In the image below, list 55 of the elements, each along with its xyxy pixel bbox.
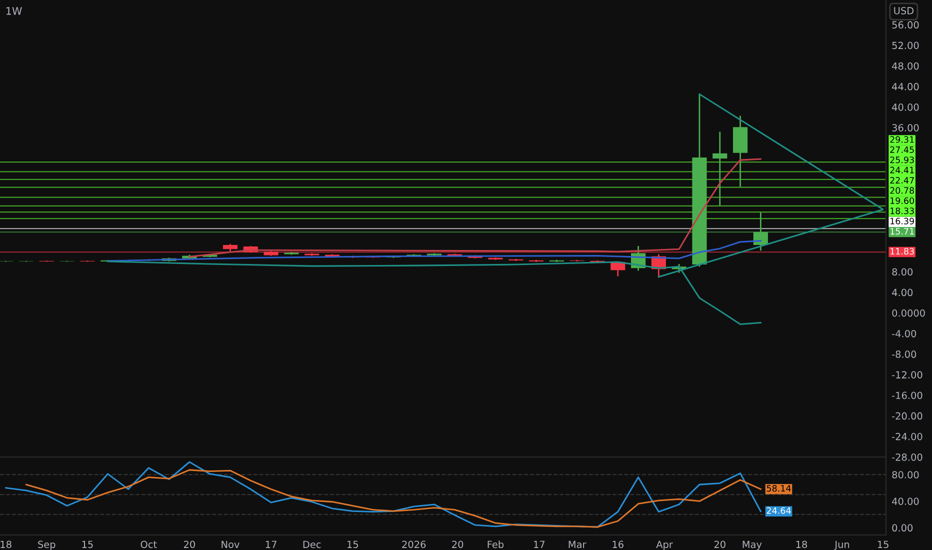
data-label: 58.14 bbox=[766, 485, 791, 492]
x-tick-label: Feb bbox=[488, 540, 504, 548]
x-tick-label: 17 bbox=[266, 540, 276, 548]
x-tick-label: Nov bbox=[222, 540, 240, 548]
y-tick-label: 40.00 bbox=[892, 104, 919, 111]
y-tick-label: -28.00 bbox=[892, 453, 922, 461]
x-tick-label: Oct bbox=[140, 540, 157, 548]
x-tick-label: 17 bbox=[534, 540, 545, 548]
y-tick-label: 40.00 bbox=[892, 498, 919, 505]
x-tick-label: Sep bbox=[38, 540, 56, 550]
x-tick-label: 20 bbox=[452, 540, 464, 548]
x-tick-label: Apr bbox=[656, 540, 673, 550]
y-tick-label: 56.00 bbox=[892, 21, 919, 29]
x-tick-label: Dec bbox=[303, 540, 321, 548]
y-tick-label: -12.00 bbox=[892, 371, 922, 378]
y-tick-label: 80.00 bbox=[892, 471, 919, 478]
x-tick-label: 20 bbox=[714, 540, 726, 548]
ref-line-label: 16.39 bbox=[890, 218, 914, 224]
ref-line-label: 15.71 bbox=[890, 228, 914, 235]
ref-line-label: 29.31 bbox=[890, 136, 914, 143]
x-tick-label: May bbox=[742, 540, 762, 550]
x-tick-label: 18 bbox=[0, 540, 12, 548]
y-tick-label: -20.00 bbox=[892, 412, 922, 420]
x-tick-label: Mar bbox=[568, 540, 586, 548]
y-tick-label: 0.0000 bbox=[892, 309, 925, 317]
y-tick-label: 4.00 bbox=[892, 288, 913, 296]
y-tick-label: -4.00 bbox=[892, 330, 916, 338]
text: USD bbox=[894, 7, 914, 14]
y-tick-label: 36.00 bbox=[892, 124, 919, 132]
y-tick-label: 8.00 bbox=[892, 268, 913, 276]
y-tick-label: 44.00 bbox=[892, 82, 919, 90]
text: 1W bbox=[6, 7, 22, 15]
x-tick-label: 15 bbox=[878, 540, 888, 548]
legend-label: 22.47 bbox=[890, 176, 914, 184]
x-tick-label: 15 bbox=[82, 540, 93, 548]
y-tick-label: -24.00 bbox=[892, 432, 922, 440]
y-tick-label: 48.00 bbox=[892, 62, 919, 70]
y-tick-label: 0.00 bbox=[892, 524, 913, 532]
y-tick-label: -8.00 bbox=[892, 350, 916, 358]
legend-label: 25.93 bbox=[890, 156, 914, 164]
y-tick-label: 52.00 bbox=[892, 42, 919, 50]
y-tick-label: -16.00 bbox=[892, 392, 922, 400]
x-tick-label: Jun bbox=[834, 540, 850, 550]
x-tick-label: 15 bbox=[348, 540, 358, 548]
legend-label: 18.33 bbox=[890, 208, 914, 214]
x-tick-label: 2026 bbox=[402, 540, 426, 548]
legend-label: 24.41 bbox=[890, 166, 914, 174]
x-tick-label: 16 bbox=[612, 540, 624, 548]
data-label: 24.64 bbox=[766, 507, 791, 514]
x-tick-label: 18 bbox=[796, 540, 807, 548]
legend-label: 20.78 bbox=[890, 187, 914, 194]
x-tick-label: 20 bbox=[184, 540, 195, 548]
legend-label: 19.60 bbox=[890, 197, 914, 204]
legend-label: 27.45 bbox=[890, 146, 914, 153]
ref-line-label: 11.83 bbox=[890, 248, 914, 255]
